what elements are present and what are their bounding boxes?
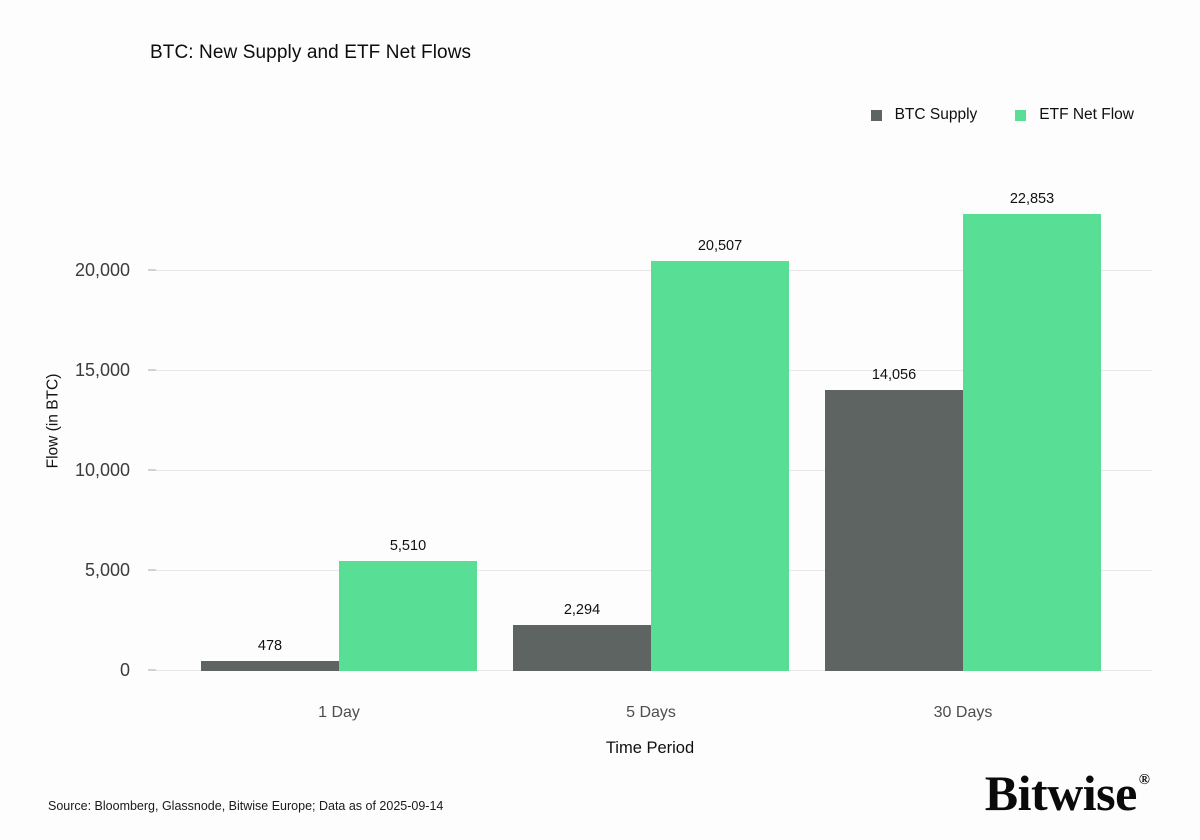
bitwise-logo: Bitwise ® xyxy=(984,764,1150,822)
plot-area: 0 5,000 10,000 15,000 20,000 478 2,294 14,056 5,… xyxy=(75,170,1152,721)
chart-title: BTC: New Supply and ETF Net Flows xyxy=(150,42,472,63)
bar-value-label: 20,507 xyxy=(697,238,743,254)
y-tick-mark xyxy=(148,669,156,671)
y-tick-label: 10,000 xyxy=(74,460,130,480)
gridline-15,000 xyxy=(148,370,1152,371)
bar-btc-supply-5-days xyxy=(513,625,651,671)
bar-etf-net-flow-5-days xyxy=(651,261,789,671)
bar-value-label: 2,294 xyxy=(563,602,601,618)
legend-item-btc-supply: BTC Supply xyxy=(870,106,978,124)
bar-etf-net-flow-30-days xyxy=(963,214,1101,671)
y-tick-mark xyxy=(148,269,156,271)
bar-btc-supply-1-day xyxy=(201,661,339,671)
btc-supply-swatch-icon xyxy=(870,109,882,121)
legend-label-btc-supply: BTC Supply xyxy=(894,106,978,123)
bar-value-label: 5,510 xyxy=(389,538,427,554)
y-tick-label: 15,000 xyxy=(74,360,130,380)
x-tick-label-1-day: 1 Day xyxy=(318,704,360,721)
x-tick-label-5-days: 5 Days xyxy=(626,704,676,721)
gridline-10,000 xyxy=(148,470,1152,471)
registered-trademark: ® xyxy=(1138,772,1150,788)
gridline-20,000 xyxy=(148,270,1152,271)
y-tick-label: 0 xyxy=(119,660,130,680)
x-axis-title: Time Period xyxy=(605,739,695,757)
bar-etf-net-flow-1-day xyxy=(339,561,477,671)
bar-value-label: 22,853 xyxy=(1009,191,1055,207)
legend-label-etf-net-flow: ETF Net Flow xyxy=(1039,106,1134,123)
bar-btc-supply-30-days xyxy=(825,390,963,671)
etf-net-flow-swatch-icon xyxy=(1015,109,1027,121)
y-axis-title-text: Flow (in BTC) xyxy=(44,373,62,468)
bar-value-label: 14,056 xyxy=(871,367,917,383)
x-tick-label-30-days: 30 Days xyxy=(933,704,993,721)
y-axis-title: Flow (in BTC) xyxy=(40,170,66,671)
y-tick-mark xyxy=(148,369,156,371)
bar-value-label: 478 xyxy=(257,638,283,654)
legend: BTC Supply ETF Net Flow xyxy=(870,106,1134,124)
source-note: Source: Bloomberg, Glassnode, Bitwise Eu… xyxy=(48,799,444,813)
y-tick-label: 20,000 xyxy=(74,260,130,280)
legend-item-etf-net-flow: ETF Net Flow xyxy=(1015,106,1134,124)
y-tick-mark xyxy=(148,469,156,471)
gridline-5,000 xyxy=(148,570,1152,571)
bitwise-logo-text: Bitwise xyxy=(984,765,1138,821)
y-tick-mark xyxy=(148,569,156,571)
y-tick-label: 5,000 xyxy=(84,560,130,580)
